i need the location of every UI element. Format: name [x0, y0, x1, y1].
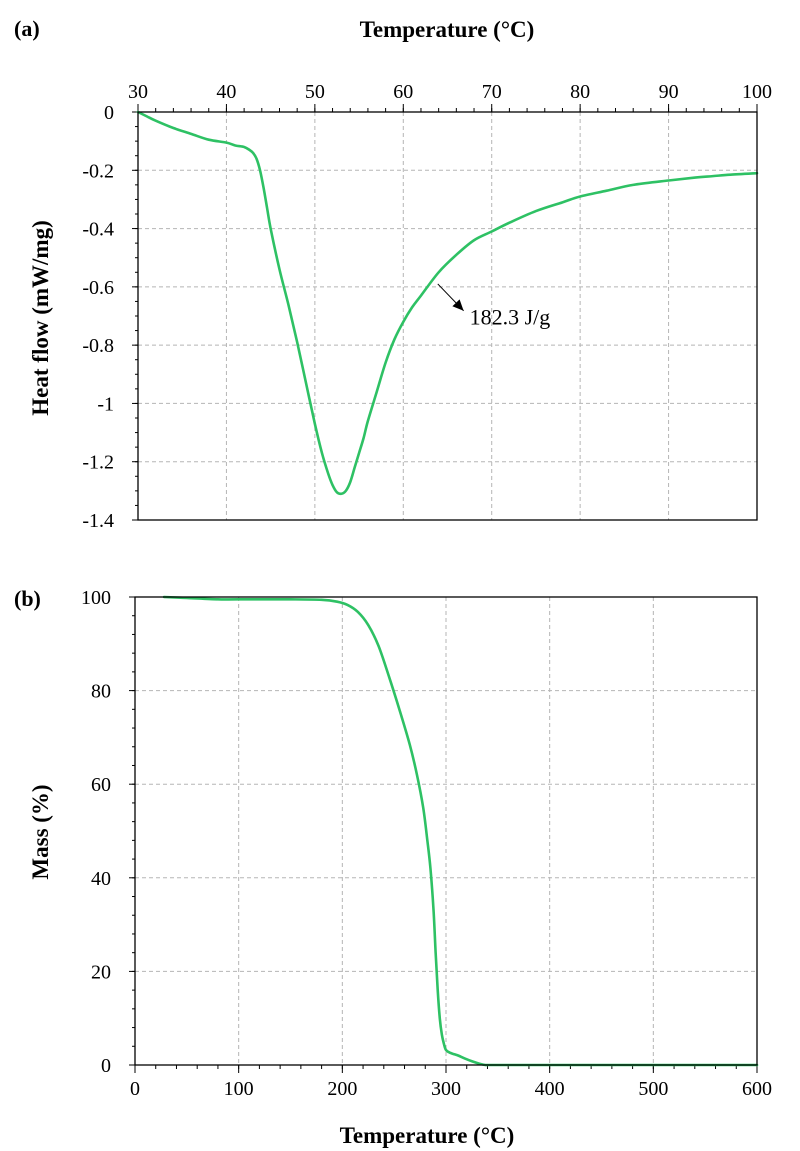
panel-a-gridlines: [138, 112, 757, 520]
y-tick-label: 80: [91, 681, 111, 703]
x-tick-label: 600: [742, 1078, 772, 1100]
y-tick-label: 40: [91, 868, 111, 890]
panel-b-plot-frame: [134, 596, 758, 1066]
enthalpy-annotation: 182.3 J/g: [437, 283, 551, 330]
y-tick-label: -0.4: [82, 219, 114, 241]
x-tick-label: 60: [393, 81, 413, 103]
x-tick-label: 100: [224, 1078, 254, 1100]
x-tick-label: 40: [216, 81, 236, 103]
annotation-arrow-head: [452, 299, 464, 311]
panel-b-y-axis-title: Mass (%): [28, 784, 53, 879]
x-tick-label: 100: [742, 81, 772, 103]
panel-b-tick-labels: 0 100 200 300 400 500 600 0 20 40 60 80 100: [81, 587, 772, 1100]
heat-flow-curve: [136, 110, 759, 496]
panel-b-label: (b): [14, 586, 41, 611]
panel-a-x-axis-title: Temperature (°C): [360, 17, 535, 42]
y-tick-label: -0.2: [82, 160, 114, 182]
x-tick-label: 400: [535, 1078, 565, 1100]
x-tick-label: 70: [482, 81, 502, 103]
y-tick-label: 100: [81, 587, 111, 609]
panel-a-tick-labels: 30 40 50 60 70 80 90 100 0 -0.2 -0.4 -0.6 -0.8 -1 -1.2…: [82, 81, 772, 532]
tga-mass-panel: (b) Temperature (°C) Mass (%) 0 100 200 300…: [14, 586, 772, 1148]
x-tick-label: 500: [638, 1078, 668, 1100]
x-tick-label: 30: [128, 81, 148, 103]
annotation-label: 182.3 J/g: [470, 305, 551, 330]
y-tick-label: -0.8: [82, 335, 114, 357]
x-tick-label: 0: [130, 1078, 140, 1100]
panel-a-ticks: [132, 104, 758, 521]
x-tick-label: 300: [431, 1078, 461, 1100]
panel-b-gridlines: [135, 597, 757, 1065]
x-tick-label: 50: [305, 81, 325, 103]
mass-loss-curve: [162, 595, 759, 1067]
panel-a-y-axis-title: Heat flow (mW/mg): [28, 220, 53, 415]
y-tick-label: -1.4: [82, 510, 114, 532]
panel-b-ticks: [129, 596, 758, 1073]
x-tick-label: 90: [659, 81, 679, 103]
y-tick-label: 20: [91, 961, 111, 983]
y-tick-label: 0: [104, 102, 114, 124]
panel-a-plot-frame: [137, 111, 758, 521]
y-tick-label: 0: [101, 1055, 111, 1077]
panel-b-x-axis-title: Temperature (°C): [340, 1123, 515, 1148]
panel-a-label: (a): [14, 16, 40, 41]
y-tick-label: -1.2: [82, 452, 114, 474]
x-tick-label: 80: [570, 81, 590, 103]
y-tick-label: -1: [97, 393, 114, 415]
y-tick-label: 60: [91, 774, 111, 796]
dsc-heat-flow-panel: (a) Temperature (°C) Heat flow (mW/mg) 3…: [14, 16, 772, 532]
y-tick-label: -0.6: [82, 277, 114, 299]
x-tick-label: 200: [327, 1078, 357, 1100]
